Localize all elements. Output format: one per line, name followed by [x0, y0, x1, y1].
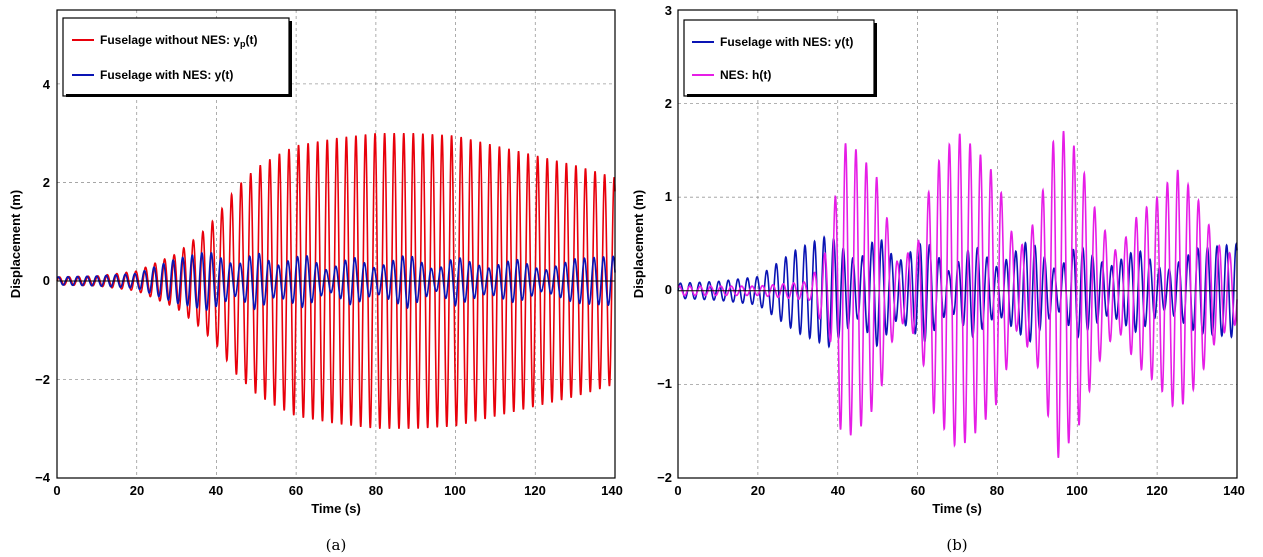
x-axis-label-a: Time (s): [311, 501, 361, 516]
series-lines-b: [677, 130, 1238, 458]
x-tick-labels-b: 0 20 40 60 80 100 120 140: [674, 483, 1244, 498]
y-tick-labels-a: 4 2 0 −2 −4: [35, 77, 51, 485]
legend-shadow-a: [289, 21, 292, 97]
legend-box-a: [62, 17, 290, 97]
y-tick-label: 4: [43, 77, 51, 92]
panel-b: 0 20 40 60 80 100 120 140 3 2 1 0 −1 −2 …: [631, 3, 1245, 554]
legend-box-b: [683, 19, 875, 97]
legend-a: Fuselage without NES: yp(t) Fuselage wit…: [62, 17, 292, 97]
y-tick-label: 2: [665, 96, 672, 111]
legend-shadow-b: [687, 94, 877, 97]
y-tick-labels-b: 3 2 1 0 −1 −2: [657, 3, 672, 485]
x-tick-label: 80: [369, 483, 383, 498]
y-tick-label: −2: [35, 372, 50, 387]
series-line-a0: [56, 133, 616, 429]
caption-a: (a): [326, 536, 347, 554]
x-tick-label: 0: [53, 483, 60, 498]
y-tick-label: 0: [43, 273, 50, 288]
x-tick-label: 40: [831, 483, 845, 498]
legend-b: Fuselage with NES: y(t) NES: h(t): [683, 19, 877, 97]
x-tick-label: 120: [524, 483, 546, 498]
panel-a: 0 20 40 60 80 100 120 140 4 2 0 −2 −4 Ti…: [8, 9, 623, 554]
x-tick-labels-a: 0 20 40 60 80 100 120 140: [53, 483, 622, 498]
y-tick-label: −2: [657, 470, 672, 485]
x-tick-label: 40: [209, 483, 223, 498]
y-tick-label: 3: [665, 3, 672, 18]
x-tick-label: 20: [130, 483, 144, 498]
y-axis-label-b: Displacement (m): [631, 190, 646, 298]
series-line-a1: [56, 251, 616, 312]
x-tick-label: 140: [1223, 483, 1245, 498]
legend-label-b1: NES: h(t): [720, 68, 771, 82]
y-tick-label: 2: [43, 175, 50, 190]
y-tick-label: 1: [665, 189, 672, 204]
x-tick-label: 140: [601, 483, 623, 498]
x-axis-label-b: Time (s): [932, 501, 982, 516]
x-tick-label: 80: [990, 483, 1004, 498]
legend-label-a0: Fuselage without NES: yp(t): [100, 33, 258, 49]
y-tick-label: −1: [657, 376, 672, 391]
legend-shadow-a: [66, 94, 292, 97]
x-tick-label: 20: [751, 483, 765, 498]
series-line-b1: [677, 130, 1238, 458]
series-lines-a: [56, 133, 616, 429]
x-tick-label: 0: [674, 483, 681, 498]
x-tick-label: 60: [911, 483, 925, 498]
legend-label-a1: Fuselage with NES: y(t): [100, 68, 233, 82]
x-tick-label: 100: [444, 483, 466, 498]
legend-shadow-b: [874, 23, 877, 97]
y-tick-label: −4: [35, 470, 51, 485]
plot-frame-a: [56, 9, 616, 479]
legend-label-b0: Fuselage with NES: y(t): [720, 35, 853, 49]
x-tick-label: 120: [1146, 483, 1168, 498]
x-tick-label: 60: [289, 483, 303, 498]
y-axis-label-a: Displacement (m): [8, 190, 23, 298]
y-tick-label: 0: [665, 282, 672, 297]
plot-frame-b: [677, 9, 1238, 479]
caption-b: (b): [946, 536, 967, 554]
x-tick-label: 100: [1066, 483, 1088, 498]
